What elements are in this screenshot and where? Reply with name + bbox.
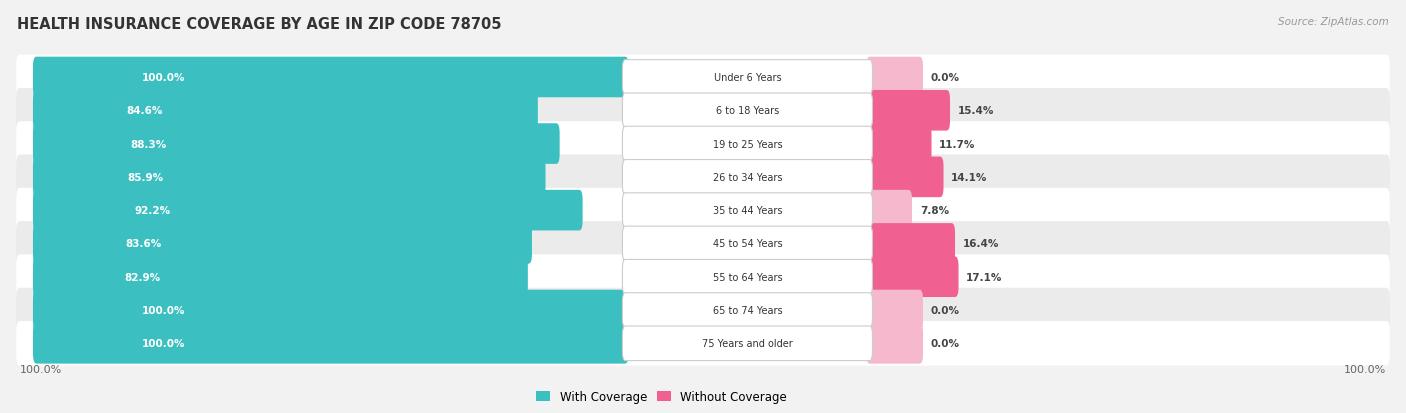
- Text: 15.4%: 15.4%: [957, 106, 994, 116]
- FancyBboxPatch shape: [866, 124, 932, 164]
- FancyBboxPatch shape: [32, 124, 560, 164]
- Text: 0.0%: 0.0%: [931, 339, 960, 349]
- FancyBboxPatch shape: [32, 223, 531, 264]
- FancyBboxPatch shape: [32, 290, 628, 330]
- Text: 11.7%: 11.7%: [939, 139, 976, 149]
- Text: 55 to 64 Years: 55 to 64 Years: [713, 272, 782, 282]
- FancyBboxPatch shape: [866, 57, 922, 98]
- FancyBboxPatch shape: [866, 157, 943, 198]
- FancyBboxPatch shape: [623, 293, 873, 328]
- FancyBboxPatch shape: [623, 61, 873, 95]
- Text: 19 to 25 Years: 19 to 25 Years: [713, 139, 782, 149]
- Text: HEALTH INSURANCE COVERAGE BY AGE IN ZIP CODE 78705: HEALTH INSURANCE COVERAGE BY AGE IN ZIP …: [17, 17, 502, 31]
- Text: 84.6%: 84.6%: [127, 106, 162, 116]
- Text: 83.6%: 83.6%: [125, 239, 162, 249]
- FancyBboxPatch shape: [623, 227, 873, 261]
- Text: 17.1%: 17.1%: [966, 272, 1002, 282]
- FancyBboxPatch shape: [866, 323, 922, 364]
- FancyBboxPatch shape: [32, 157, 546, 198]
- Text: 100.0%: 100.0%: [142, 305, 186, 315]
- FancyBboxPatch shape: [32, 257, 527, 297]
- Text: Source: ZipAtlas.com: Source: ZipAtlas.com: [1278, 17, 1389, 26]
- Text: 0.0%: 0.0%: [931, 305, 960, 315]
- FancyBboxPatch shape: [623, 127, 873, 161]
- Text: 26 to 34 Years: 26 to 34 Years: [713, 173, 782, 183]
- FancyBboxPatch shape: [17, 321, 1389, 366]
- FancyBboxPatch shape: [17, 255, 1389, 299]
- Text: 6 to 18 Years: 6 to 18 Years: [716, 106, 779, 116]
- FancyBboxPatch shape: [866, 91, 950, 131]
- Text: Under 6 Years: Under 6 Years: [714, 73, 782, 83]
- Text: 75 Years and older: 75 Years and older: [702, 339, 793, 349]
- FancyBboxPatch shape: [623, 94, 873, 128]
- FancyBboxPatch shape: [32, 323, 628, 364]
- FancyBboxPatch shape: [17, 122, 1389, 166]
- Text: 0.0%: 0.0%: [931, 73, 960, 83]
- Text: 14.1%: 14.1%: [952, 173, 987, 183]
- FancyBboxPatch shape: [623, 260, 873, 294]
- FancyBboxPatch shape: [866, 257, 959, 297]
- Text: 65 to 74 Years: 65 to 74 Years: [713, 305, 782, 315]
- Legend: With Coverage, Without Coverage: With Coverage, Without Coverage: [531, 385, 792, 408]
- FancyBboxPatch shape: [17, 55, 1389, 100]
- Text: 45 to 54 Years: 45 to 54 Years: [713, 239, 782, 249]
- Text: 92.2%: 92.2%: [134, 206, 170, 216]
- FancyBboxPatch shape: [623, 326, 873, 361]
- FancyBboxPatch shape: [866, 223, 955, 264]
- Text: 82.9%: 82.9%: [124, 272, 160, 282]
- Text: 7.8%: 7.8%: [920, 206, 949, 216]
- FancyBboxPatch shape: [32, 190, 582, 231]
- FancyBboxPatch shape: [32, 91, 538, 131]
- FancyBboxPatch shape: [32, 57, 628, 98]
- Text: 100.0%: 100.0%: [142, 73, 186, 83]
- Text: 35 to 44 Years: 35 to 44 Years: [713, 206, 782, 216]
- Text: 100.0%: 100.0%: [1344, 364, 1386, 374]
- FancyBboxPatch shape: [17, 89, 1389, 133]
- FancyBboxPatch shape: [866, 290, 922, 330]
- FancyBboxPatch shape: [623, 160, 873, 195]
- FancyBboxPatch shape: [17, 222, 1389, 266]
- FancyBboxPatch shape: [17, 155, 1389, 199]
- FancyBboxPatch shape: [623, 193, 873, 228]
- Text: 85.9%: 85.9%: [128, 173, 163, 183]
- Text: 16.4%: 16.4%: [963, 239, 1000, 249]
- FancyBboxPatch shape: [17, 188, 1389, 233]
- Text: 100.0%: 100.0%: [142, 339, 186, 349]
- Text: 88.3%: 88.3%: [129, 139, 166, 149]
- Text: 100.0%: 100.0%: [20, 364, 62, 374]
- FancyBboxPatch shape: [17, 288, 1389, 332]
- FancyBboxPatch shape: [866, 190, 912, 231]
